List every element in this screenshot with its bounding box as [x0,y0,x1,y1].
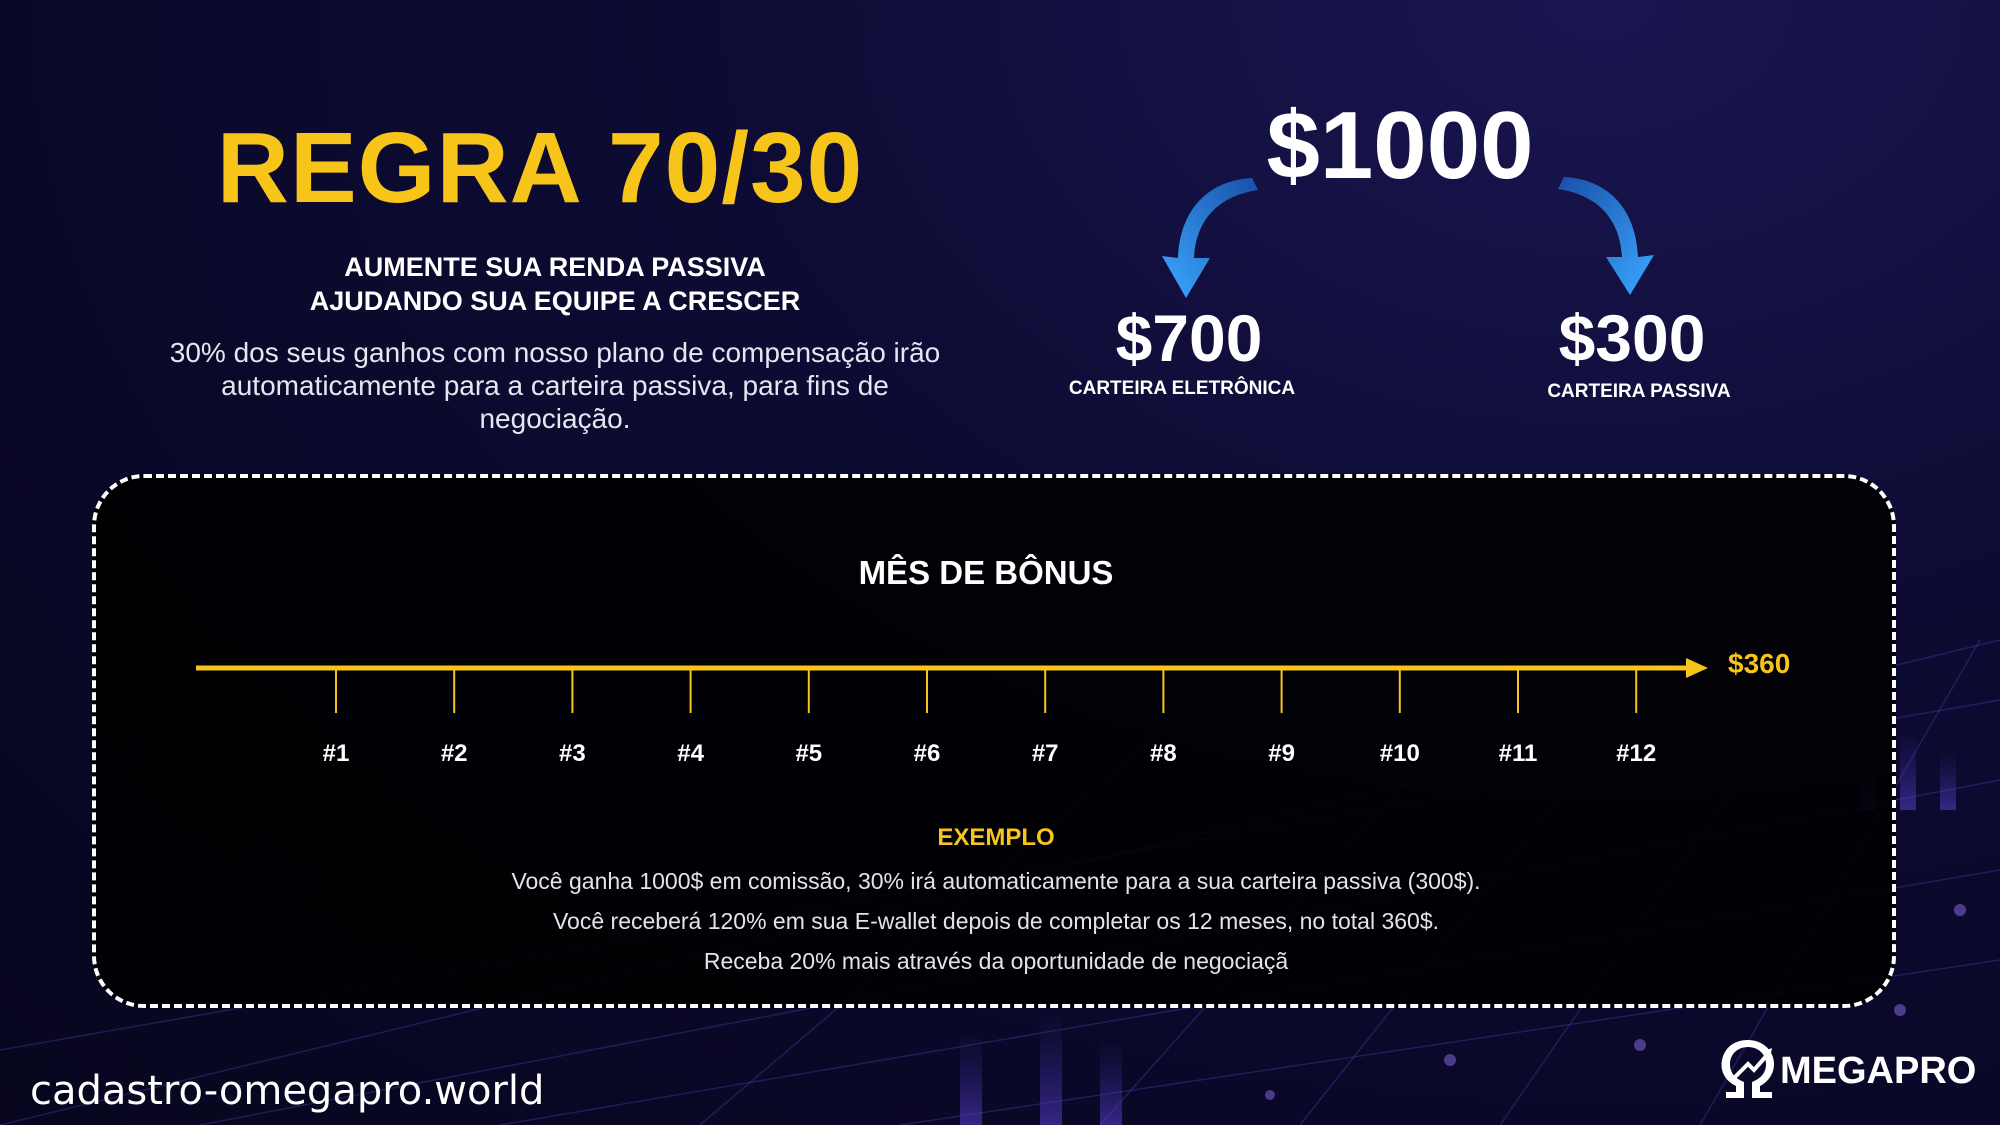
description: 30% dos seus ganhos com nosso plano de c… [169,337,941,434]
month-label: #12 [1616,740,1657,767]
subtitle: AUMENTE SUA RENDA PASSIVA AJUDANDO SUA E… [160,250,950,318]
subtitle-line-1: AUMENTE SUA RENDA PASSIVA [344,252,766,282]
example-line-3: Receba 20% mais através da oportunidade … [703,948,1289,974]
example-line-2: Você receberá 120% em sua E-wallet depoi… [552,908,1440,934]
curved-arrow-down-right-icon [1558,177,1654,295]
timeline-end-value: $360 [1728,648,1791,679]
month-label: #2 [440,740,468,767]
month-label: #6 [913,740,941,767]
passive-wallet-amount: $300 [1558,301,1706,375]
electronic-wallet-label: CARTEIRA ELETRÔNICA [1068,378,1296,399]
passive-wallet-label: CARTEIRA PASSIVA [1547,381,1731,402]
month-label: #1 [322,740,350,767]
month-label: #4 [677,740,704,767]
brand-logo: MEGAPRO [1712,1034,1976,1104]
page-title: REGRA 70/30 [216,112,864,224]
bonus-timeline [196,658,1708,713]
curved-arrow-down-left-icon [1162,178,1258,298]
month-label: #3 [559,740,586,767]
month-label: #11 [1498,740,1538,767]
bonus-title: MÊS DE BÔNUS [858,554,1114,591]
month-label: #5 [795,740,823,767]
subtitle-line-2: AJUDANDO SUA EQUIPE A CRESCER [309,286,801,316]
month-label: #10 [1379,740,1420,767]
timeline-arrowhead [1686,658,1708,678]
month-label: #9 [1268,740,1295,767]
site-url: cadastro-omegapro.world [30,1068,545,1114]
brand-name: MEGAPRO [1780,1050,1977,1092]
bonus-panel: MÊS DE BÔNUS $360 #1 #2 #3 #4 #5 #6 #7 #8 #9 #10 #… [92,474,1896,1008]
example-line-1: Você ganha 1000$ em comissão, 30% irá au… [511,868,1481,894]
omega-logo-icon [1721,1040,1774,1098]
example-title: EXEMPLO [937,824,1055,851]
month-label: #7 [1031,740,1059,767]
electronic-wallet-amount: $700 [1115,301,1263,375]
total-amount: $1000 [1266,92,1534,199]
month-label: #8 [1150,740,1177,767]
